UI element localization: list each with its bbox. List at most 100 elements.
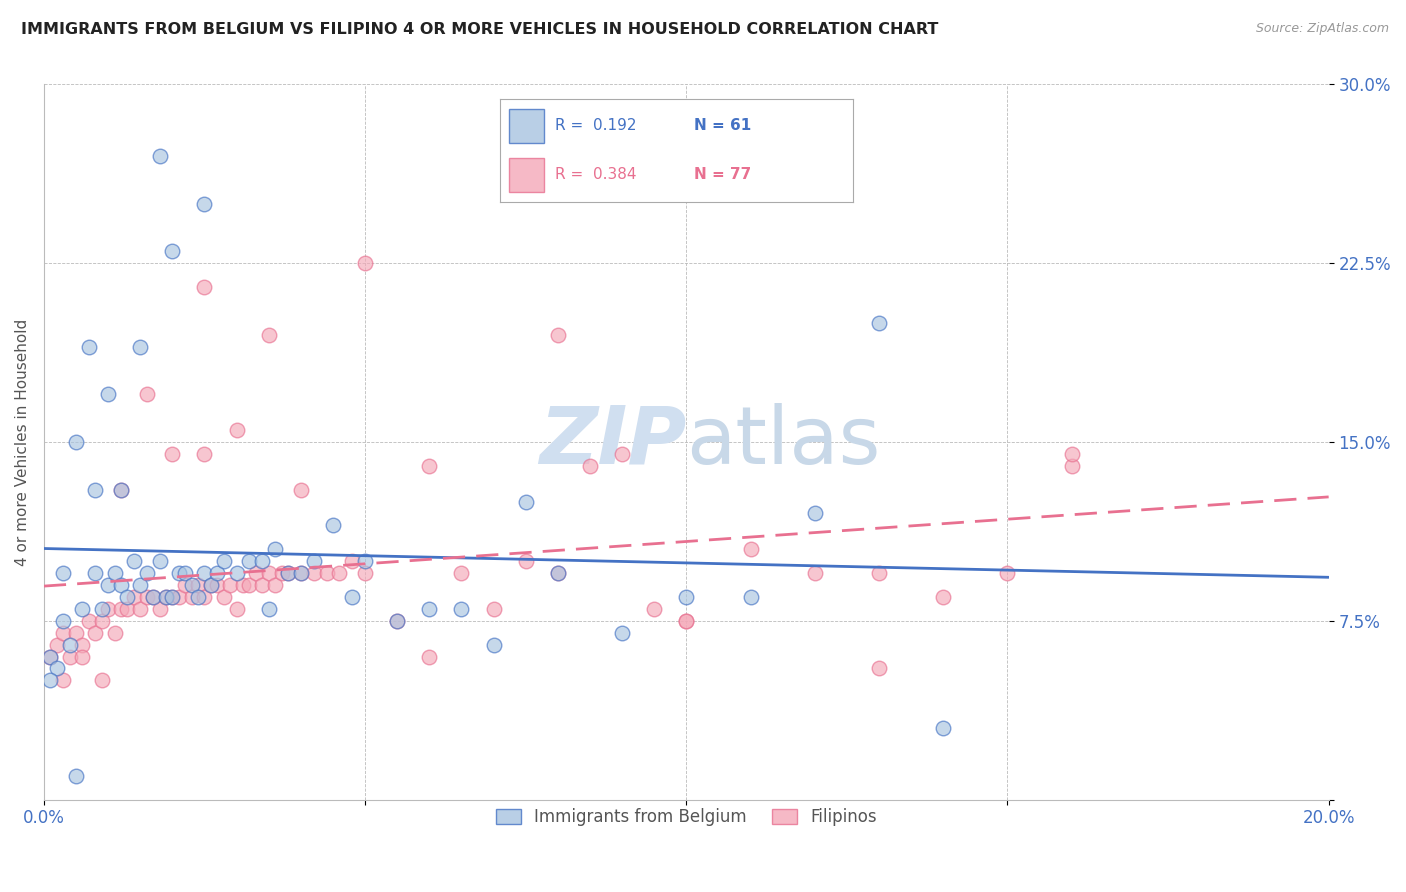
Point <box>932 590 955 604</box>
Point <box>207 566 229 580</box>
Point <box>290 566 312 580</box>
Point <box>207 578 229 592</box>
Point <box>39 673 62 688</box>
Point <box>803 566 825 580</box>
Point <box>148 602 170 616</box>
Point <box>162 590 184 604</box>
Point <box>103 566 125 580</box>
Point <box>302 566 325 580</box>
Point <box>58 649 80 664</box>
Point <box>418 602 440 616</box>
Point <box>187 590 209 604</box>
Point <box>225 566 247 580</box>
Point <box>65 625 87 640</box>
Point <box>547 327 569 342</box>
Point <box>110 578 132 592</box>
Point <box>675 614 697 628</box>
Point <box>135 387 157 401</box>
Point <box>174 578 197 592</box>
Point <box>868 316 890 330</box>
Point <box>90 673 112 688</box>
Point <box>252 554 274 568</box>
Point <box>418 458 440 473</box>
Point <box>547 566 569 580</box>
Point <box>997 566 1019 580</box>
Point <box>72 638 94 652</box>
Point <box>174 566 197 580</box>
Point <box>238 578 260 592</box>
Point <box>579 458 602 473</box>
Point <box>90 614 112 628</box>
Point <box>277 566 299 580</box>
Point <box>245 566 267 580</box>
Point <box>84 625 107 640</box>
Point <box>162 447 184 461</box>
Point <box>225 602 247 616</box>
Point <box>129 578 152 592</box>
Point <box>155 590 177 604</box>
Point <box>277 566 299 580</box>
Point <box>52 566 75 580</box>
Text: ZIP: ZIP <box>538 403 686 481</box>
Point <box>97 602 120 616</box>
Point <box>418 649 440 664</box>
Point <box>1060 458 1083 473</box>
Point <box>180 578 202 592</box>
Point <box>290 566 312 580</box>
Point <box>122 590 145 604</box>
Point <box>290 483 312 497</box>
Point <box>90 602 112 616</box>
Point <box>45 638 67 652</box>
Point <box>212 554 235 568</box>
Point <box>868 661 890 675</box>
Point <box>868 566 890 580</box>
Point <box>77 614 100 628</box>
Point <box>302 554 325 568</box>
Point <box>1060 447 1083 461</box>
Point <box>97 578 120 592</box>
Point <box>58 638 80 652</box>
Point <box>387 614 409 628</box>
Point <box>142 590 165 604</box>
Point <box>515 554 537 568</box>
Point <box>257 566 280 580</box>
Text: IMMIGRANTS FROM BELGIUM VS FILIPINO 4 OR MORE VEHICLES IN HOUSEHOLD CORRELATION : IMMIGRANTS FROM BELGIUM VS FILIPINO 4 OR… <box>21 22 938 37</box>
Point <box>342 554 364 568</box>
Point <box>135 590 157 604</box>
Point <box>354 566 377 580</box>
Text: Source: ZipAtlas.com: Source: ZipAtlas.com <box>1256 22 1389 36</box>
Point <box>610 625 633 640</box>
Point <box>129 340 152 354</box>
Point <box>110 483 132 497</box>
Point <box>225 423 247 437</box>
Point <box>200 578 222 592</box>
Point <box>129 602 152 616</box>
Point <box>65 434 87 449</box>
Point <box>238 554 260 568</box>
Point <box>315 566 337 580</box>
Point <box>72 649 94 664</box>
Legend: Immigrants from Belgium, Filipinos: Immigrants from Belgium, Filipinos <box>488 799 884 834</box>
Point <box>155 590 177 604</box>
Point <box>547 566 569 580</box>
Point <box>257 602 280 616</box>
Point <box>148 149 170 163</box>
Point <box>162 590 184 604</box>
Point <box>482 638 505 652</box>
Point <box>39 649 62 664</box>
Point <box>193 196 215 211</box>
Point <box>122 554 145 568</box>
Point <box>740 542 762 557</box>
Point <box>740 590 762 604</box>
Point <box>180 590 202 604</box>
Point <box>103 625 125 640</box>
Point <box>264 542 287 557</box>
Point <box>135 566 157 580</box>
Point <box>52 614 75 628</box>
Point <box>193 447 215 461</box>
Point <box>167 590 190 604</box>
Point <box>252 578 274 592</box>
Point <box>193 280 215 294</box>
Point <box>450 566 472 580</box>
Point <box>803 507 825 521</box>
